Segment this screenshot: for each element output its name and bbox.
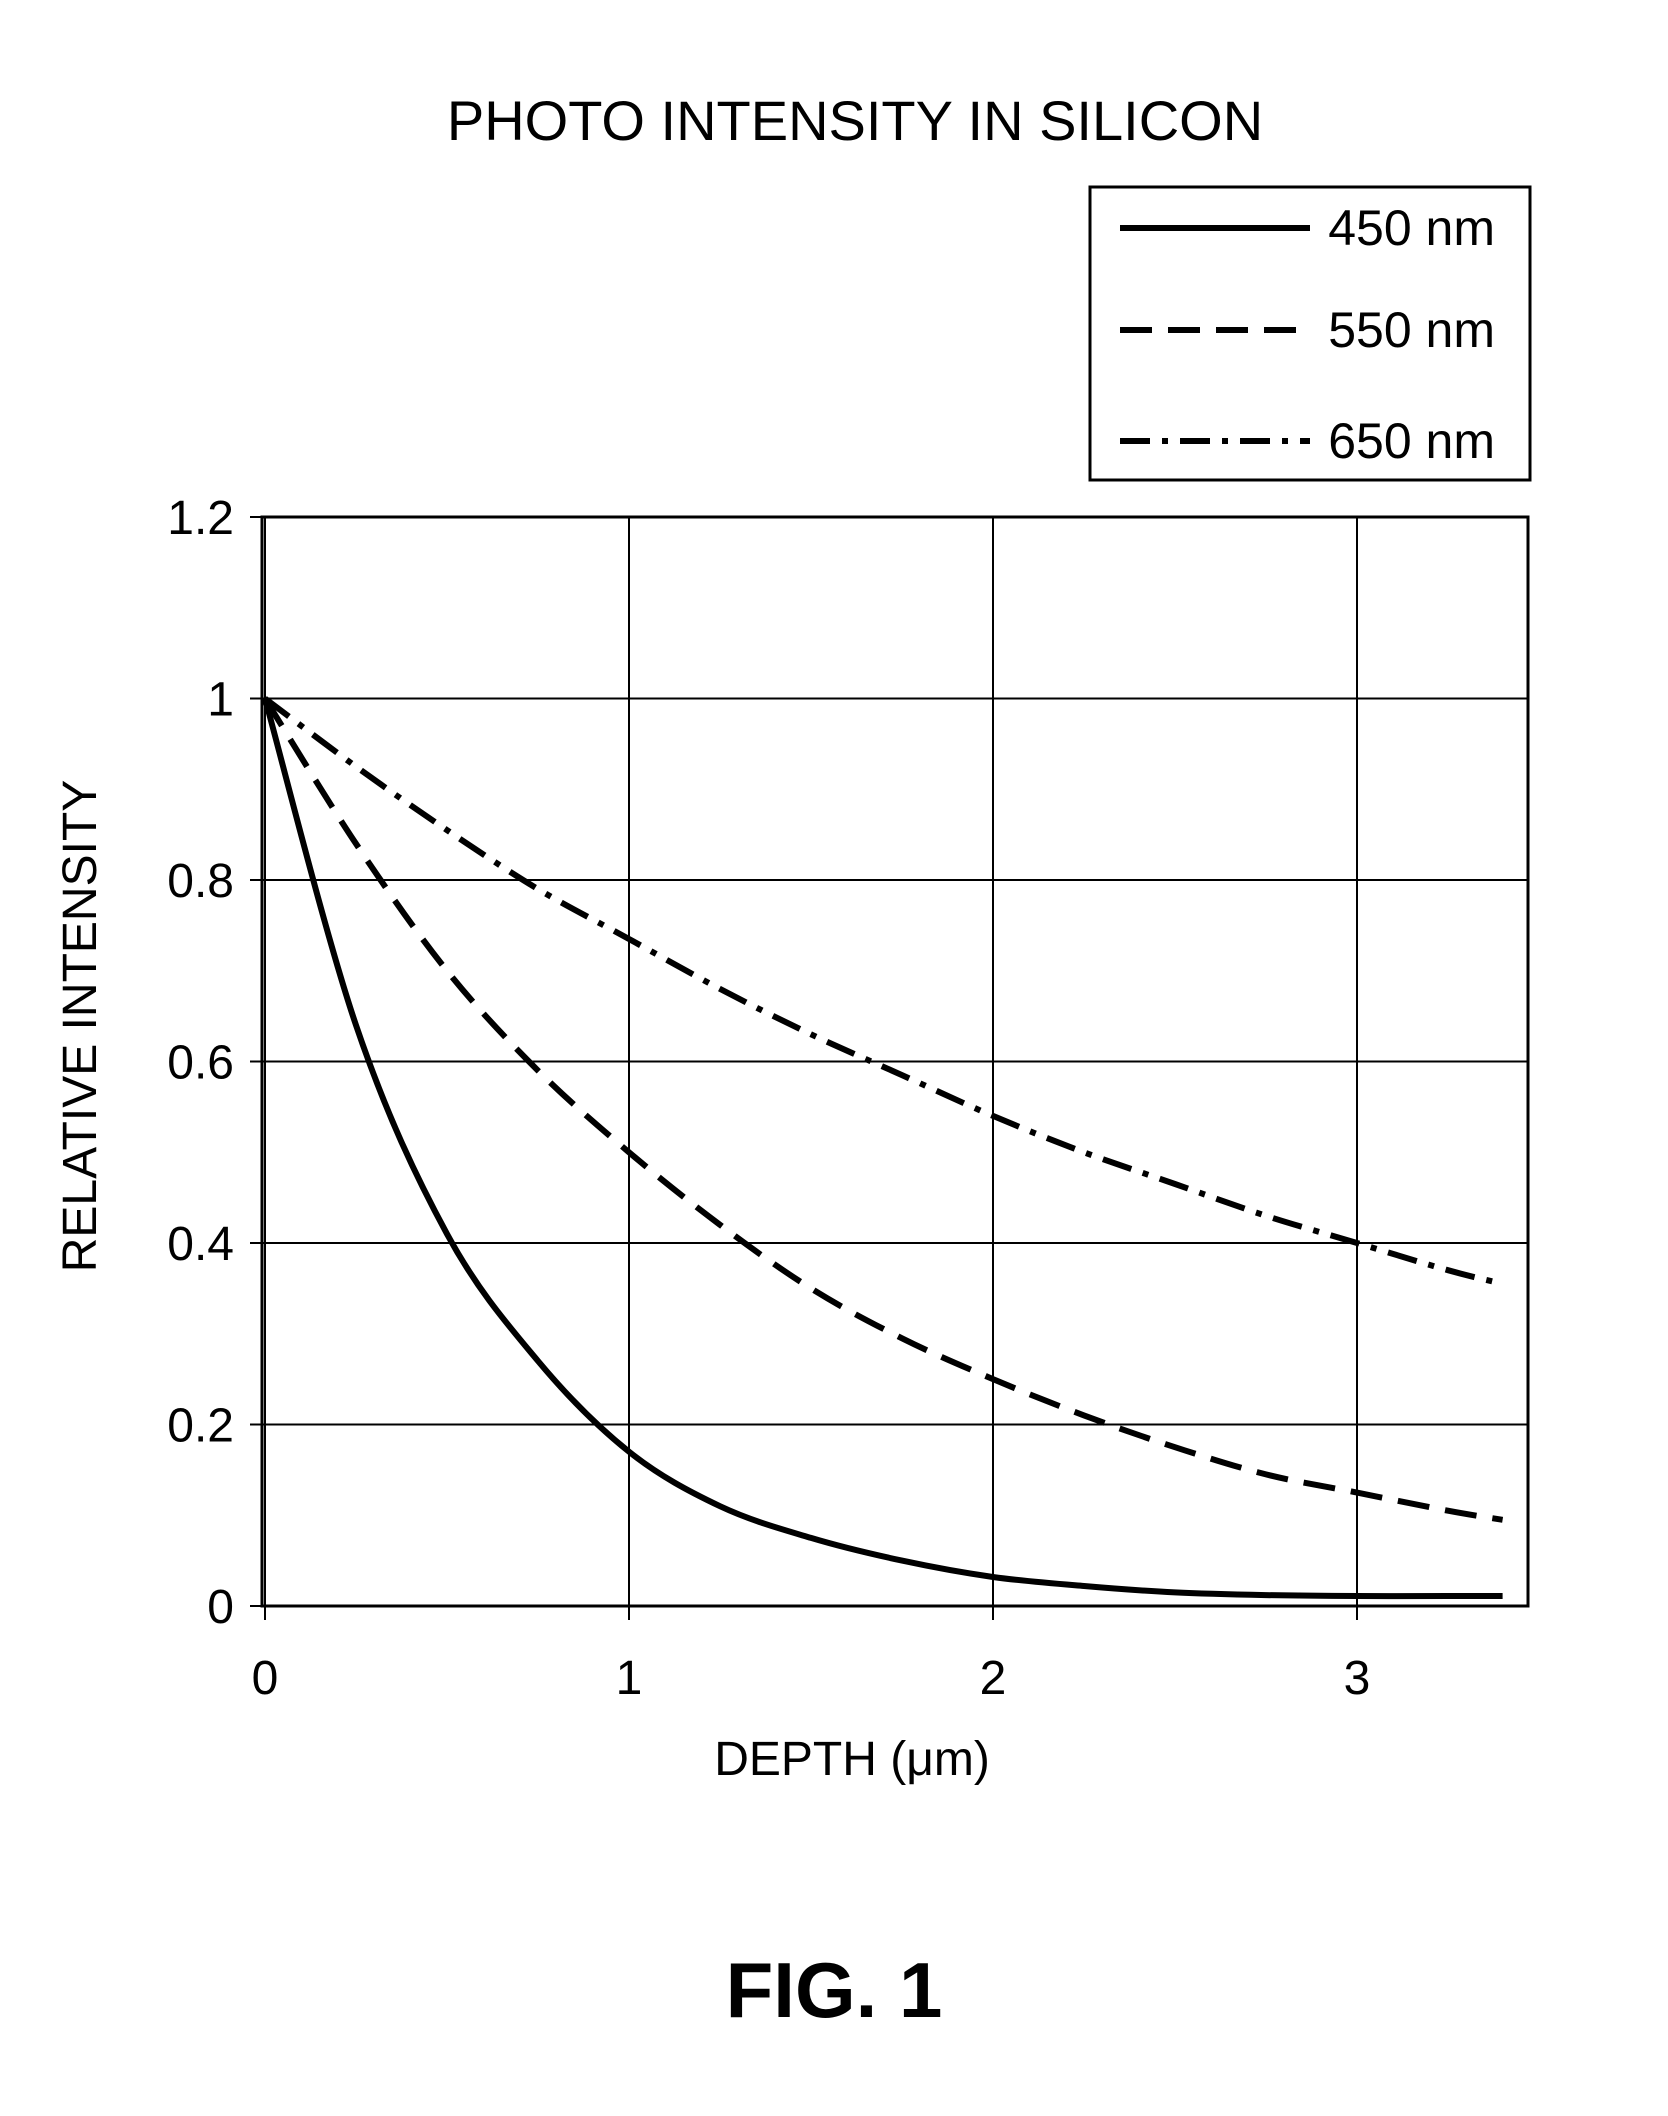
grid-lines [262,516,1528,1607]
y-tick-label: 0.2 [167,1400,234,1453]
x-axis-label: DEPTH (μm) [714,1733,990,1786]
series-line-550-nm [262,696,1504,1523]
x-tick-label: 3 [1344,1652,1371,1705]
series-line-450-nm [262,697,1503,1600]
y-tick-label: 0.4 [167,1218,234,1271]
x-tick-label: 1 [616,1652,643,1705]
series-lines [262,696,1504,1600]
legend-box [1088,185,1532,482]
x-axis-ticks: 0 1 2 3 [252,1606,1371,1705]
y-tick-label: 0.8 [167,855,234,908]
chart-title: PHOTO INTENSITY IN SILICON [447,89,1263,152]
x-tick-label: 0 [252,1652,279,1705]
legend: 450 nm 550 nm 650 nm [1088,185,1532,482]
y-tick-label: 0 [207,1581,234,1634]
y-tick-label: 1.2 [167,492,234,545]
legend-label: 650 nm [1328,413,1495,469]
x-tick-label: 2 [980,1652,1007,1705]
figure-caption: FIG. 1 [725,1946,943,2034]
series-line-650-nm [263,696,1504,1287]
y-tick-label: 0.6 [167,1037,234,1090]
y-axis-ticks: 0 0.2 0.4 0.6 0.8 1 1.2 [167,492,262,1634]
legend-label: 550 nm [1328,302,1495,358]
y-axis-label: RELATIVE INTENSITY [54,780,107,1273]
y-tick-label: 1 [207,674,234,727]
legend-label: 450 nm [1328,200,1495,256]
